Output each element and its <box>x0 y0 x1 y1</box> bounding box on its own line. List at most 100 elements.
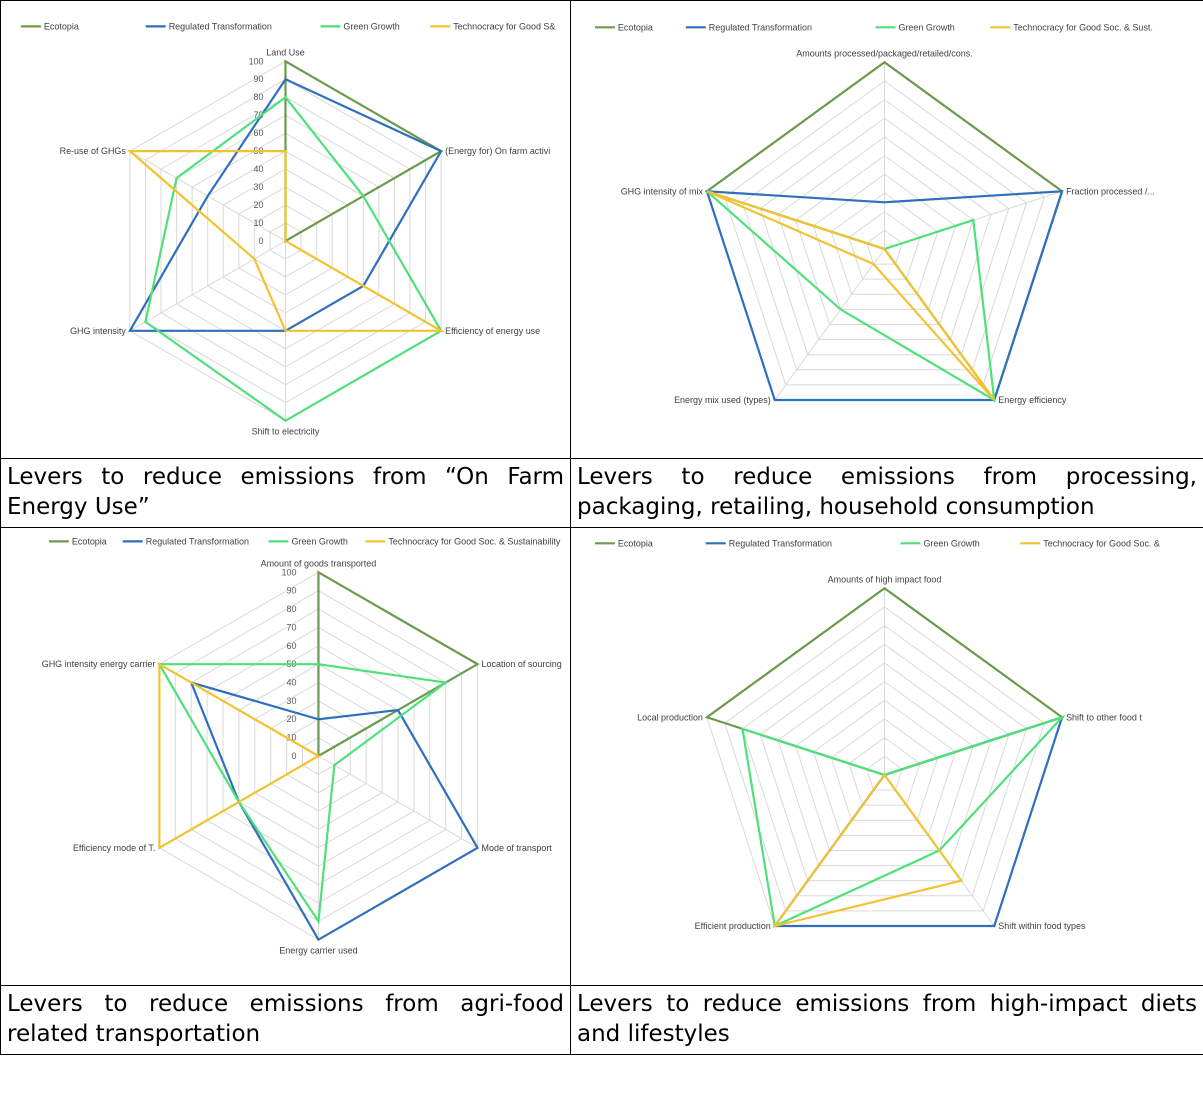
legend-label: Green Growth <box>898 22 954 32</box>
tick-label: 80 <box>286 604 296 614</box>
tick-label: 60 <box>286 641 296 651</box>
grid-ring <box>848 211 921 280</box>
grid-ring <box>812 173 957 310</box>
caption-diets: Levers to reduce emissions from high-imp… <box>577 991 1197 1047</box>
legend-label: Technocracy for Good Soc. & Sustainabili… <box>388 536 561 546</box>
tick-label: 20 <box>254 200 264 210</box>
axis-labels: Land Use (Energy for) On farm activi Effic… <box>60 47 551 436</box>
axis-label-shift-to-electricity: Shift to electricity <box>252 427 320 437</box>
grid-spoke <box>129 240 286 332</box>
axis-label-efficiency-of-energy-use: Efficiency of energy use <box>445 326 540 336</box>
legend-item-regulated-transformation: Regulated Transformation <box>705 538 832 548</box>
caption-processing: Levers to reduce emissions from processi… <box>577 464 1197 520</box>
axis-label-shift-to-other-food-t: Shift to other food t <box>1066 712 1142 722</box>
legend-item-technocracy-for-good-soc-sustainability: Technocracy for Good Soc. & Sustainabili… <box>365 536 561 546</box>
legend-item-green-growth: Green Growth <box>875 22 955 32</box>
grid-ring <box>848 737 921 806</box>
caption-transportation: Levers to reduce emissions from agri-foo… <box>7 991 564 1047</box>
series-line-green-growth <box>741 714 1066 928</box>
chart-cell-tl: 0 10 20 30 40 50 60 70 80 90 100 Land Use (Energy fo… <box>0 0 571 459</box>
legend-item-ecotopia: Ecotopia <box>594 538 653 548</box>
grid-ring <box>724 80 1045 386</box>
axis-label-energy-efficiency: Energy efficiency <box>998 395 1067 405</box>
axis-label-ghg-intensity-of-mix: GHG intensity of mix <box>621 186 704 196</box>
legend-label: Regulated Transformation <box>169 21 272 31</box>
figure-table: 0 10 20 30 40 50 60 70 80 90 100 Land Use (Energy fo… <box>0 0 1203 1055</box>
grid-ring <box>777 136 992 341</box>
axis-label-efficient-production: Efficient production <box>695 921 771 931</box>
legend: Ecotopia Regulated Transformation Green Gr… <box>48 536 561 546</box>
legend-item-green-growth: Green Growth <box>900 538 980 548</box>
grid-ring <box>795 154 974 325</box>
legend-item-technocracy-for-good-soc-sust: Technocracy for Good Soc. & Sust. <box>990 22 1153 32</box>
tick-label: 0 <box>291 751 296 761</box>
grid-spoke <box>774 248 885 401</box>
axis-label-amounts-processed-packaged-retailed-cons: Amounts processed/packaged/retailed/cons… <box>796 48 973 58</box>
axis-label-re-use-of-ghgs: Re-use of GHGs <box>60 146 127 156</box>
tick-label: 100 <box>282 567 297 577</box>
tick-label: 20 <box>286 714 296 724</box>
axis-label-energy-for-on-farm-activi: (Energy for) On farm activi <box>445 146 550 156</box>
series-line-regulated-transformation <box>189 680 480 942</box>
axis-labels: Amount of goods transported Location of s… <box>42 558 562 955</box>
axis-label-shift-within-food-types: Shift within food types <box>998 921 1086 931</box>
tick-label: 30 <box>286 696 296 706</box>
caption-cell-bl: Levers to reduce emissions from agri-foo… <box>0 985 571 1055</box>
axis-label-ghg-intensity-energy-carrier: GHG intensity energy carrier <box>42 659 156 669</box>
grid-ring <box>830 718 939 821</box>
grid-ring <box>866 229 903 265</box>
caption-cell-br: Levers to reduce emissions from high-imp… <box>570 985 1203 1055</box>
series-line-technocracy-for-good-soc <box>772 773 964 928</box>
tick-label: 90 <box>254 74 264 84</box>
legend-item-green-growth: Green Growth <box>320 21 400 31</box>
axis-label-mode-of-transport: Mode of transport <box>482 843 553 853</box>
legend-label: Technocracy for Good Soc. & <box>1043 538 1160 548</box>
legend-label: Ecotopia <box>72 536 107 546</box>
tick-label: 90 <box>286 586 296 596</box>
grid-ring <box>795 681 974 851</box>
legend-label: Regulated Transformation <box>709 22 812 32</box>
legend-item-technocracy-for-good-soc: Technocracy for Good Soc. & <box>1020 538 1160 548</box>
chart-cell-tr: Amounts processed/packaged/retailed/cons… <box>570 0 1203 459</box>
axis-label-energy-carrier-used: Energy carrier used <box>279 946 357 956</box>
series-line-technocracy-for-good-soc-sustainability <box>158 662 321 850</box>
legend: Ecotopia Regulated Transformation Green Gr… <box>594 538 1160 548</box>
legend-label: Technocracy for Good S& <box>453 21 555 31</box>
grid-ring <box>741 98 1028 371</box>
grid-spoke <box>318 755 478 849</box>
caption-cell-tl: Levers to reduce emissions from “On Farm… <box>0 458 571 528</box>
axis-labels: Amounts of high impact food Shift to othe… <box>637 574 1142 931</box>
grid-ring <box>777 662 992 867</box>
tick-label: 30 <box>254 182 264 192</box>
tick-label: 80 <box>254 92 264 102</box>
legend-item-ecotopia: Ecotopia <box>594 22 653 32</box>
grid-ring <box>759 643 1010 882</box>
legend-item-technocracy-for-good-s: Technocracy for Good S& <box>430 21 555 31</box>
grid-ring <box>830 192 939 295</box>
grid-ring <box>759 117 1010 356</box>
axis-label-land-use: Land Use <box>266 47 304 57</box>
radar-chart-processing: Amounts processed/packaged/retailed/cons… <box>594 22 1155 405</box>
legend-label: Green Growth <box>343 21 399 31</box>
chart-cell-br: Amounts of high impact food Shift to othe… <box>570 527 1203 986</box>
tick-label: 0 <box>259 236 264 246</box>
legend-item-green-growth: Green Growth <box>268 536 348 546</box>
grid-ring <box>724 606 1045 912</box>
tick-label: 40 <box>286 678 296 688</box>
axis-label-energy-mix-used-types: Energy mix used (types) <box>674 395 771 405</box>
series-line-technocracy-for-good-soc-sust <box>706 190 996 401</box>
tick-label: 10 <box>286 733 296 743</box>
grid-ring <box>866 755 903 791</box>
legend-item-ecotopia: Ecotopia <box>48 536 107 546</box>
legend-item-regulated-transformation: Regulated Transformation <box>145 21 272 31</box>
legend-item-ecotopia: Ecotopia <box>20 21 79 31</box>
legend-label: Technocracy for Good Soc. & Sust. <box>1013 22 1153 32</box>
caption-cell-tr: Levers to reduce emissions from processi… <box>570 458 1203 528</box>
axis-label-amounts-of-high-impact-food: Amounts of high impact food <box>828 574 942 584</box>
tick-label: 100 <box>249 56 264 66</box>
grid-ring <box>812 699 957 836</box>
grid-ring <box>741 624 1028 897</box>
axis-label-ghg-intensity: GHG intensity <box>70 326 126 336</box>
caption-on-farm-energy: Levers to reduce emissions from “On Farm… <box>7 464 564 520</box>
radar-chart-diets: Amounts of high impact food Shift to othe… <box>594 538 1160 931</box>
